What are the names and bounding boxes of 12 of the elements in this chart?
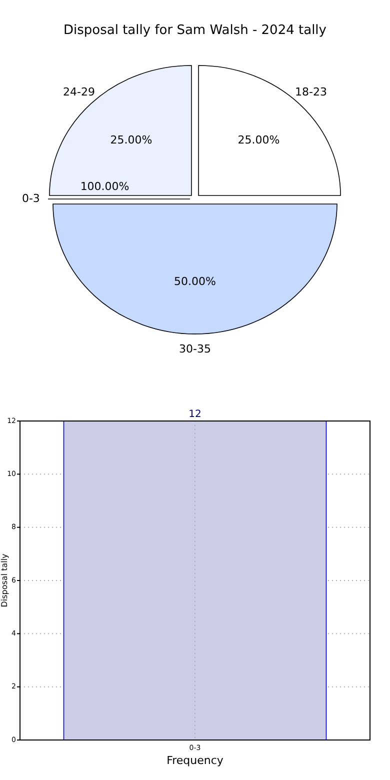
data-label: 25.00% [110, 133, 152, 146]
data-label: 12 [188, 409, 202, 420]
slice-label: 18-23 [295, 86, 327, 99]
category-label: 0-3 [22, 192, 40, 206]
chart-title: Disposal tally for Sam Walsh - 2024 tally [64, 23, 327, 38]
data-label: 50.00% [174, 275, 216, 288]
slice-label: 30-35 [179, 342, 211, 356]
data-label: 25.00% [238, 133, 280, 146]
slice-label: 24-29 [63, 86, 95, 99]
y-axis-title: Disposal tally [0, 553, 9, 608]
text: 100.00% [80, 180, 130, 194]
x-axis-title: Frequency [166, 754, 224, 767]
